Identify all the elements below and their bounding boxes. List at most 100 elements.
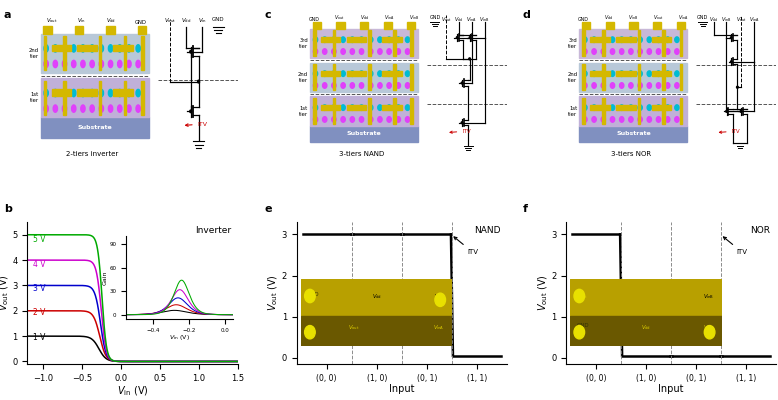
Bar (616, 105, 636, 110)
Bar (616, 71, 636, 76)
Bar (347, 105, 366, 110)
Bar (99, 36, 101, 70)
Bar (78, 90, 97, 96)
Circle shape (331, 49, 336, 54)
Text: ITV: ITV (454, 237, 478, 255)
Text: $V_{\rm out}$: $V_{\rm out}$ (736, 15, 747, 24)
Circle shape (81, 105, 85, 112)
Bar (141, 81, 144, 115)
Bar (51, 45, 71, 51)
Text: a: a (4, 10, 12, 20)
Bar (310, 28, 418, 58)
Circle shape (350, 71, 355, 76)
Circle shape (323, 49, 327, 54)
Bar (580, 28, 688, 58)
Circle shape (592, 83, 596, 88)
Y-axis label: $V_{\rm out}$ (V): $V_{\rm out}$ (V) (267, 275, 280, 311)
Bar (321, 37, 340, 42)
Circle shape (378, 37, 382, 42)
Circle shape (369, 83, 373, 88)
Circle shape (619, 117, 624, 122)
Circle shape (405, 105, 410, 110)
Circle shape (610, 37, 615, 42)
Bar (99, 81, 101, 115)
Bar (384, 22, 392, 28)
Bar (44, 36, 47, 70)
Text: GND: GND (697, 15, 708, 20)
Circle shape (331, 37, 336, 42)
Circle shape (369, 37, 373, 42)
Circle shape (81, 60, 85, 68)
Text: $V_{\rm inB}$: $V_{\rm inB}$ (720, 15, 731, 24)
Circle shape (81, 45, 85, 52)
Bar (393, 30, 396, 56)
Circle shape (350, 117, 355, 122)
Bar (637, 64, 640, 90)
Circle shape (190, 110, 191, 113)
Bar (313, 98, 316, 124)
Circle shape (601, 71, 605, 76)
Circle shape (583, 105, 587, 110)
Text: 3-tiers NAND: 3-tiers NAND (338, 151, 384, 157)
Circle shape (323, 71, 327, 76)
Circle shape (601, 37, 605, 42)
Bar (383, 71, 402, 76)
Bar (410, 64, 413, 90)
Circle shape (405, 37, 410, 42)
Circle shape (469, 37, 471, 38)
Circle shape (72, 105, 76, 112)
Circle shape (387, 117, 391, 122)
Text: Substrate: Substrate (77, 125, 112, 130)
Bar (616, 37, 636, 42)
Circle shape (90, 60, 94, 68)
Bar (113, 90, 132, 96)
Circle shape (638, 105, 643, 110)
Circle shape (44, 105, 48, 112)
Circle shape (323, 83, 327, 88)
Bar (591, 105, 610, 110)
Circle shape (359, 49, 363, 54)
Circle shape (81, 89, 85, 97)
Circle shape (638, 117, 643, 122)
Text: $V_{\rm out}$: $V_{\rm out}$ (164, 16, 177, 26)
Bar (332, 30, 335, 56)
Circle shape (198, 80, 199, 83)
Circle shape (127, 60, 131, 68)
Circle shape (314, 49, 317, 54)
Text: $V_{\rm inB}$: $V_{\rm inB}$ (479, 15, 490, 24)
Bar (360, 22, 368, 28)
Bar (637, 30, 640, 56)
Text: GND: GND (578, 16, 589, 22)
Circle shape (331, 117, 336, 122)
Text: 5 V: 5 V (33, 235, 46, 244)
Bar (310, 96, 418, 126)
Circle shape (341, 105, 345, 110)
Bar (368, 30, 371, 56)
Circle shape (592, 37, 596, 42)
Circle shape (62, 60, 67, 68)
Circle shape (675, 37, 679, 42)
Circle shape (314, 71, 317, 76)
Text: $V_{\rm dd}$: $V_{\rm dd}$ (106, 16, 116, 24)
Circle shape (665, 37, 670, 42)
Bar (408, 22, 415, 28)
Circle shape (657, 37, 661, 42)
Circle shape (44, 45, 48, 52)
Y-axis label: $V_{\rm out}$ (V): $V_{\rm out}$ (V) (536, 275, 549, 311)
Circle shape (341, 117, 345, 122)
Bar (347, 71, 366, 76)
Circle shape (396, 117, 401, 122)
Circle shape (657, 117, 661, 122)
Circle shape (350, 83, 355, 88)
Circle shape (405, 49, 410, 54)
Circle shape (90, 89, 94, 97)
Circle shape (53, 60, 58, 68)
Circle shape (323, 37, 327, 42)
X-axis label: Input: Input (658, 384, 684, 394)
Bar (321, 71, 340, 76)
Circle shape (62, 45, 67, 52)
Text: GND: GND (212, 16, 225, 22)
Text: $V_{\rm inA}$: $V_{\rm inA}$ (748, 15, 759, 24)
Circle shape (378, 49, 382, 54)
Bar (44, 26, 51, 34)
